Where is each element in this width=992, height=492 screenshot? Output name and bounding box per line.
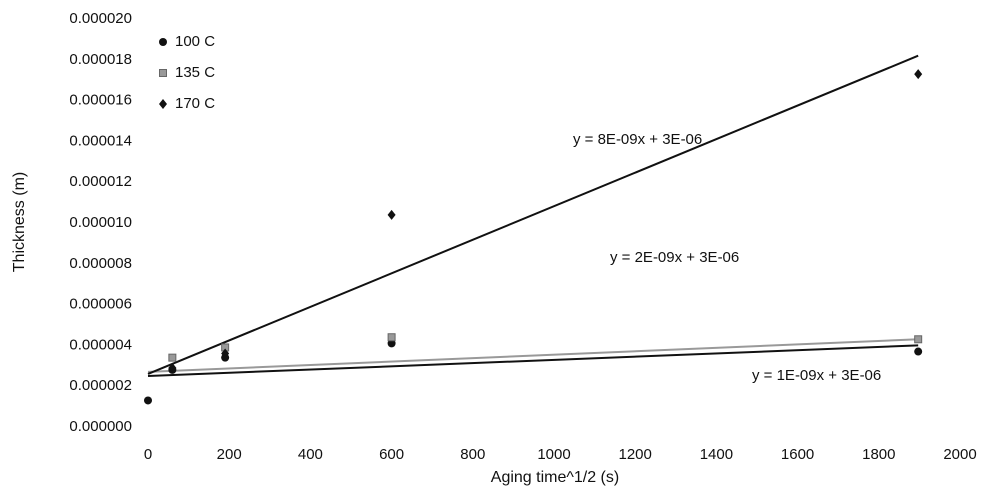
legend-label: 170 C	[175, 95, 215, 112]
y-tick-label: 0.000020	[69, 10, 132, 27]
y-tick-label: 0.000008	[69, 255, 132, 272]
y-tick-label: 0.000010	[69, 214, 132, 231]
x-tick-label: 1800	[862, 446, 895, 463]
x-tick-label: 1000	[537, 446, 570, 463]
x-tick-label: 400	[298, 446, 323, 463]
legend-label: 135 C	[175, 64, 215, 81]
trend-equation: y = 1E-09x + 3E-06	[752, 367, 881, 384]
point	[387, 209, 396, 220]
y-tick-label: 0.000012	[69, 173, 132, 190]
x-tick-label: 1400	[700, 446, 733, 463]
trendline	[147, 338, 919, 373]
trend-equation: y = 2E-09x + 3E-06	[610, 249, 739, 266]
point	[914, 335, 923, 344]
y-tick-label: 0.000004	[69, 336, 132, 353]
point	[914, 347, 923, 356]
y-axis-title: Thickness (m)	[11, 172, 28, 272]
x-axis-title: Aging time^1/2 (s)	[491, 469, 619, 486]
point	[168, 353, 177, 362]
legend-label: 100 C	[175, 33, 215, 50]
x-tick-label: 200	[217, 446, 242, 463]
y-tick-label: 0.000018	[69, 51, 132, 68]
point	[168, 362, 177, 373]
y-tick-label: 0.000006	[69, 296, 132, 313]
point	[221, 348, 230, 359]
x-tick-label: 2000	[943, 446, 976, 463]
trendline	[147, 344, 919, 377]
legend-marker	[159, 99, 167, 109]
x-tick-label: 1600	[781, 446, 814, 463]
point	[914, 69, 923, 80]
legend-marker	[159, 38, 167, 46]
trendline	[147, 54, 919, 375]
point	[387, 333, 396, 342]
legend-marker	[159, 69, 167, 77]
x-tick-label: 800	[460, 446, 485, 463]
point	[144, 396, 152, 405]
trend-equation: y = 8E-09x + 3E-06	[573, 131, 702, 148]
x-tick-label: 600	[379, 446, 404, 463]
y-tick-label: 0.000002	[69, 377, 132, 394]
point	[387, 339, 396, 348]
y-tick-label: 0.000000	[69, 418, 132, 435]
y-tick-label: 0.000016	[69, 92, 132, 109]
x-tick-label: 1200	[619, 446, 652, 463]
x-tick-label: 0	[144, 446, 152, 463]
y-tick-label: 0.000014	[69, 132, 132, 149]
